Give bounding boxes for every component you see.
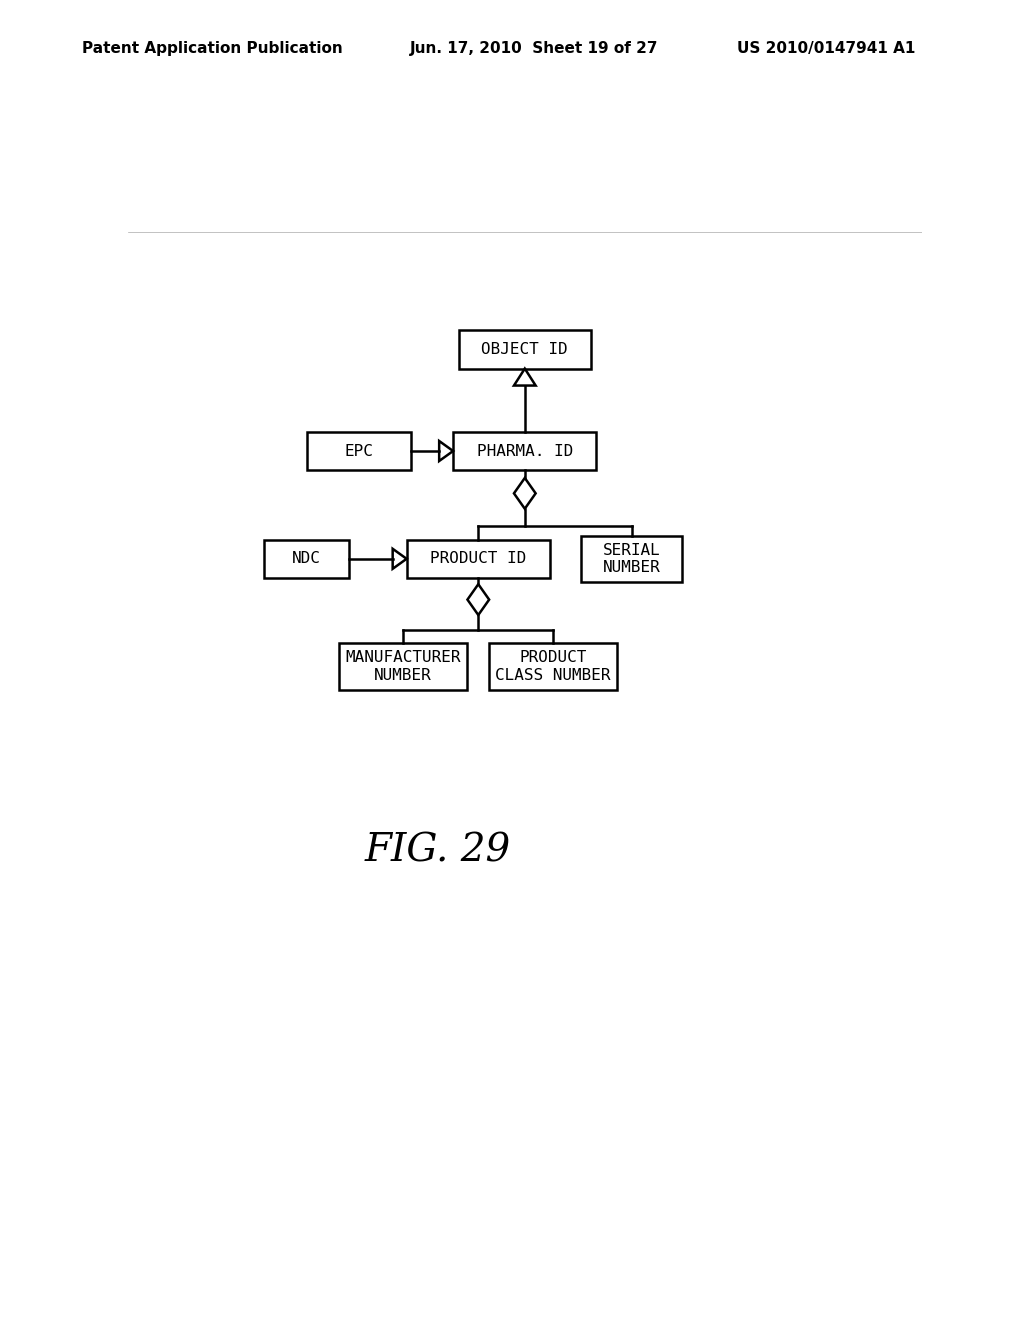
- Text: Patent Application Publication: Patent Application Publication: [82, 41, 343, 57]
- Text: NDC: NDC: [292, 552, 321, 566]
- Bar: [488, 643, 616, 690]
- Text: Jun. 17, 2010  Sheet 19 of 27: Jun. 17, 2010 Sheet 19 of 27: [410, 41, 658, 57]
- Bar: [582, 536, 682, 582]
- Text: PRODUCT
CLASS NUMBER: PRODUCT CLASS NUMBER: [495, 651, 610, 682]
- Text: MANUFACTURER
NUMBER: MANUFACTURER NUMBER: [345, 651, 461, 682]
- Text: EPC: EPC: [344, 444, 374, 458]
- Text: PHARMA. ID: PHARMA. ID: [477, 444, 572, 458]
- Text: SERIAL
NUMBER: SERIAL NUMBER: [603, 543, 660, 576]
- Bar: [306, 432, 412, 470]
- Bar: [263, 540, 349, 578]
- Text: PRODUCT ID: PRODUCT ID: [430, 552, 526, 566]
- Bar: [407, 540, 550, 578]
- Text: US 2010/0147941 A1: US 2010/0147941 A1: [737, 41, 915, 57]
- Bar: [339, 643, 467, 690]
- Text: FIG. 29: FIG. 29: [365, 833, 511, 870]
- Bar: [453, 432, 597, 470]
- Bar: [459, 330, 591, 368]
- Text: OBJECT ID: OBJECT ID: [481, 342, 568, 356]
